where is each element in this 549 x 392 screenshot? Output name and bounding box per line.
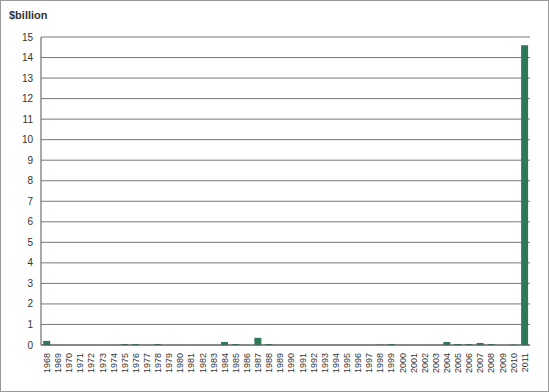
svg-text:2006: 2006	[464, 353, 474, 373]
svg-text:1978: 1978	[153, 353, 163, 373]
svg-text:1981: 1981	[186, 353, 196, 373]
svg-text:1986: 1986	[242, 353, 252, 373]
svg-text:5: 5	[27, 237, 33, 248]
svg-text:1993: 1993	[320, 353, 330, 373]
svg-text:1: 1	[27, 319, 33, 330]
svg-text:13: 13	[22, 73, 34, 84]
svg-text:2000: 2000	[398, 353, 408, 373]
svg-text:2010: 2010	[509, 353, 519, 373]
svg-text:4: 4	[27, 257, 33, 268]
svg-text:9: 9	[27, 155, 33, 166]
svg-text:1990: 1990	[286, 353, 296, 373]
svg-text:1999: 1999	[386, 353, 396, 373]
svg-text:1977: 1977	[142, 353, 152, 373]
svg-text:2004: 2004	[442, 353, 452, 373]
svg-text:6: 6	[27, 216, 33, 227]
svg-text:1988: 1988	[264, 353, 274, 373]
svg-text:1974: 1974	[109, 353, 119, 373]
svg-text:1973: 1973	[98, 353, 108, 373]
svg-text:0: 0	[27, 340, 33, 351]
svg-text:1991: 1991	[298, 353, 308, 373]
svg-text:1997: 1997	[364, 353, 374, 373]
svg-text:1980: 1980	[175, 353, 185, 373]
svg-text:1979: 1979	[164, 353, 174, 373]
svg-text:1996: 1996	[353, 353, 363, 373]
svg-text:1992: 1992	[309, 353, 319, 373]
svg-text:1984: 1984	[220, 353, 230, 373]
svg-text:1987: 1987	[253, 353, 263, 373]
svg-text:1982: 1982	[198, 353, 208, 373]
svg-text:1995: 1995	[342, 353, 352, 373]
svg-text:1975: 1975	[120, 353, 130, 373]
svg-text:1968: 1968	[42, 353, 52, 373]
svg-text:3: 3	[27, 278, 33, 289]
svg-text:2001: 2001	[409, 353, 419, 373]
svg-text:14: 14	[22, 52, 34, 63]
svg-text:15: 15	[22, 32, 34, 43]
svg-text:2005: 2005	[453, 353, 463, 373]
svg-text:1998: 1998	[375, 353, 385, 373]
svg-text:8: 8	[27, 175, 33, 186]
svg-text:1971: 1971	[75, 353, 85, 373]
svg-text:2: 2	[27, 298, 33, 309]
svg-text:2011: 2011	[520, 353, 530, 372]
svg-text:2002: 2002	[420, 353, 430, 373]
svg-text:1969: 1969	[53, 353, 63, 373]
svg-text:1989: 1989	[275, 353, 285, 373]
svg-text:12: 12	[22, 93, 34, 104]
svg-text:1994: 1994	[331, 353, 341, 373]
svg-text:2009: 2009	[498, 353, 508, 373]
svg-text:1983: 1983	[209, 353, 219, 373]
svg-text:1976: 1976	[131, 353, 141, 373]
svg-text:2007: 2007	[475, 353, 485, 373]
svg-text:2003: 2003	[431, 353, 441, 373]
svg-text:1985: 1985	[231, 353, 241, 373]
svg-text:10: 10	[22, 134, 34, 145]
html-text:$billion: $billion	[9, 9, 48, 21]
svg-text:1970: 1970	[64, 353, 74, 373]
svg-text:11: 11	[23, 114, 34, 125]
svg-text:2008: 2008	[486, 353, 496, 373]
svg-text:7: 7	[27, 196, 33, 207]
svg-text:1972: 1972	[86, 353, 96, 373]
